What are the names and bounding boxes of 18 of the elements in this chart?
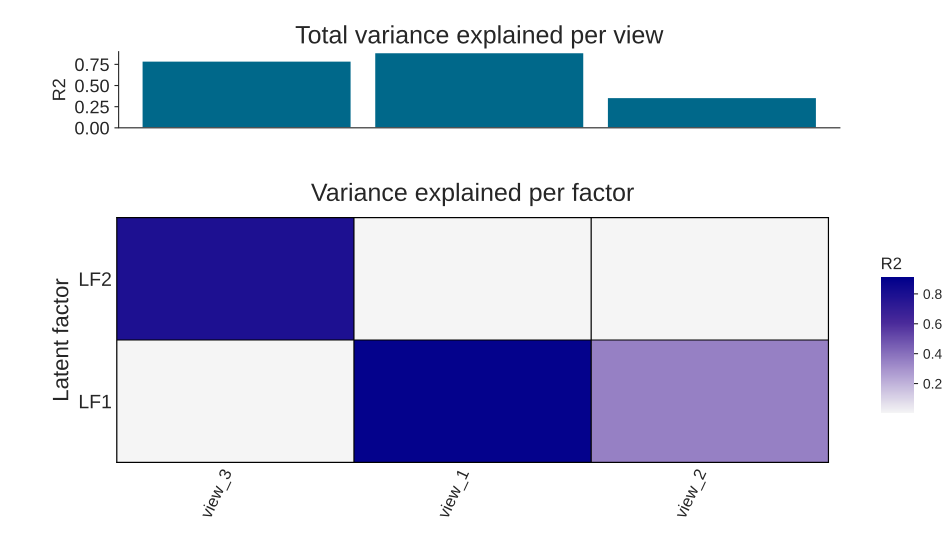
color-bar-label: 0.2: [923, 378, 942, 389]
y-tick-label: 0.00: [75, 122, 109, 135]
y-tick-label: 0.25: [75, 100, 109, 114]
y-axis-title: R2: [52, 79, 66, 100]
y-tick-label: LF2: [80, 272, 111, 286]
bar: [141, 60, 352, 128]
bar: [374, 52, 585, 128]
y-tick-label: 0.75: [75, 58, 109, 72]
color-bar-title: R2: [882, 257, 902, 270]
y-axis-title: Latent factor: [52, 278, 68, 400]
chart-title: Total variance explained per view: [296, 25, 664, 49]
color-bar-label: 0.4: [923, 348, 942, 359]
color-bar-label: 0.6: [923, 319, 942, 329]
y-tick-label: LF1: [80, 394, 111, 408]
y-tick-label: 0.50: [75, 79, 109, 92]
chart-title: Variance explained per factor: [311, 182, 634, 206]
bar: [606, 96, 818, 128]
color-bar-label: 0.8: [923, 289, 942, 300]
